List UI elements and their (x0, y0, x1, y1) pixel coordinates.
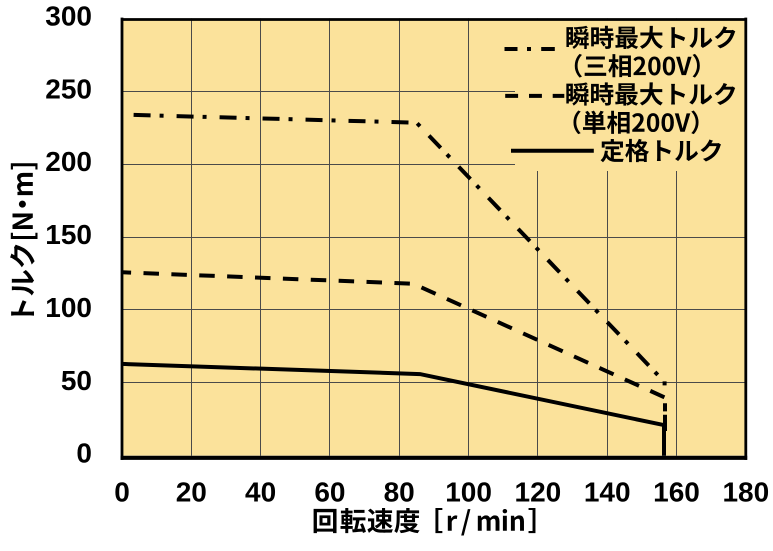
svg-text:0: 0 (114, 476, 130, 507)
svg-text:100: 100 (45, 292, 92, 323)
svg-text:50: 50 (61, 365, 92, 396)
svg-text:100: 100 (445, 476, 492, 507)
svg-text:180: 180 (722, 476, 769, 507)
svg-text:160: 160 (653, 476, 700, 507)
svg-text:120: 120 (515, 476, 562, 507)
svg-text:250: 250 (45, 73, 92, 104)
svg-text:140: 140 (584, 476, 631, 507)
svg-text:0: 0 (76, 438, 92, 469)
svg-text:300: 300 (45, 0, 92, 31)
svg-text:60: 60 (314, 476, 345, 507)
svg-text:200: 200 (45, 146, 92, 177)
svg-text:40: 40 (245, 476, 276, 507)
svg-text:80: 80 (384, 476, 415, 507)
svg-text:20: 20 (176, 476, 207, 507)
svg-text:150: 150 (45, 219, 92, 250)
